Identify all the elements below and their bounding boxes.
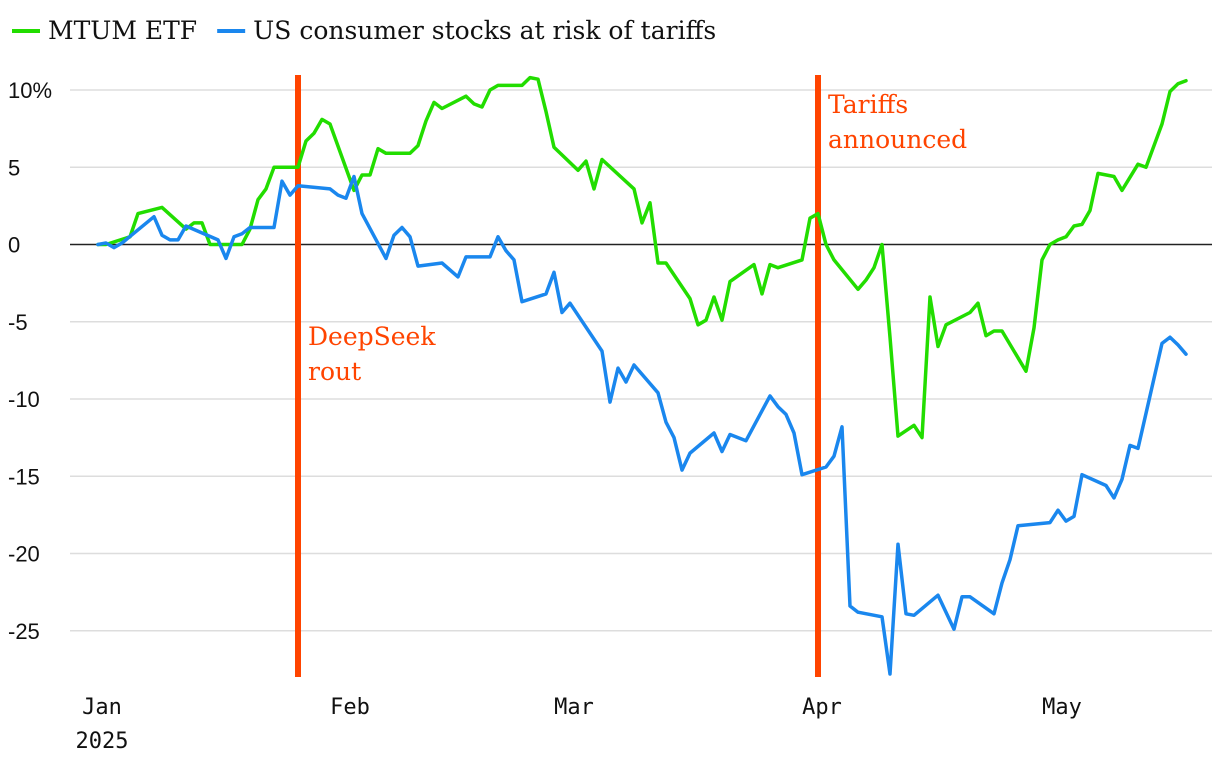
x-tick-sublabel: 2025 [76,729,129,754]
legend-item: US consumer stocks at risk of tariffs [217,16,716,45]
x-tick-label: Jan [82,695,122,720]
event-annotation: Tariffs announced [815,75,967,677]
y-tick-label: -20 [8,542,40,567]
annotations: DeepSeek rout Tariffs announced [295,75,967,677]
chart-legend: MTUM ETF US consumer stocks at risk of ta… [12,16,716,45]
x-tick-label: Feb [330,695,370,720]
y-tick-label: -15 [8,464,40,489]
series-line [96,174,1188,676]
x-axis: Jan 2025 Feb Mar Apr May [76,695,1082,754]
y-tick-label: 10% [8,78,52,103]
x-tick-label: Mar [554,695,594,720]
y-tick-label: -5 [8,310,28,335]
series-line [96,75,1188,440]
event-label: announced [828,125,967,154]
x-tick-label: May [1042,695,1082,720]
event-label: Tariffs [828,90,908,119]
grid-lines [70,89,1212,632]
legend-item: MTUM ETF [12,16,197,45]
legend-label: MTUM ETF [48,16,197,45]
y-tick-label: 5 [8,155,20,180]
y-tick-label: -25 [8,619,40,644]
event-annotation: DeepSeek rout [295,75,436,677]
y-axis: 10% 5 0 -5 -10 -15 -20 -25 [8,78,52,644]
y-tick-label: -10 [8,387,40,412]
event-label: rout [308,357,361,386]
legend-label: US consumer stocks at risk of tariffs [253,16,716,45]
series-lines [96,75,1188,676]
x-tick-label: Apr [802,695,842,720]
event-label: DeepSeek [308,322,436,351]
y-tick-label: 0 [8,233,20,258]
